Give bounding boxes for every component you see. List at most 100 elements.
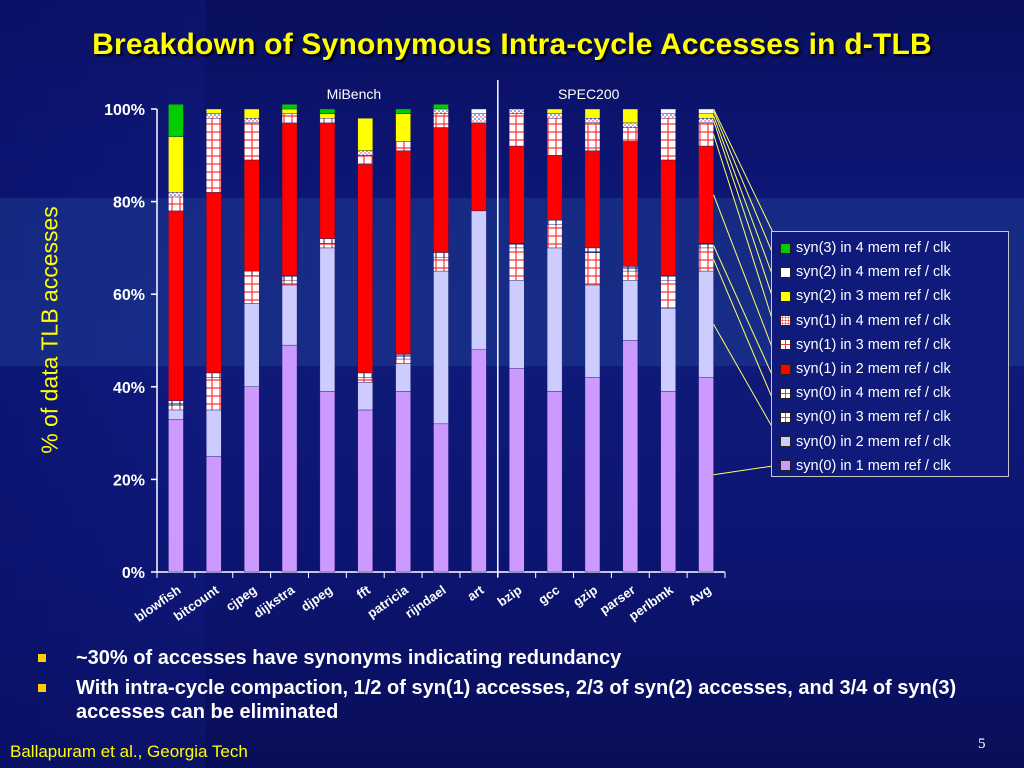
slide-title: Breakdown of Synonymous Intra-cycle Acce… (92, 28, 932, 61)
legend-item: syn(1) in 2 mem ref / clk (780, 357, 1008, 381)
legend-label: syn(1) in 4 mem ref / clk (796, 312, 951, 329)
bar-segment-cjpeg (243, 270, 260, 276)
legend-item: syn(2) in 3 mem ref / clk (780, 284, 1008, 308)
bar-segment-cjpeg (243, 275, 260, 304)
group-label: SPEC200 (558, 86, 620, 102)
bar-segment-gzip (584, 247, 601, 253)
legend-swatch-icon (780, 339, 791, 351)
bar-segment-art (471, 210, 487, 350)
x-tick-label: patricia (364, 582, 411, 621)
leader-line (713, 115, 781, 296)
bar-segment-djpeg (319, 118, 336, 124)
bullet-text: ~30% of accesses have synonyms indicatin… (76, 647, 622, 669)
bar-segment-Avg (698, 247, 714, 272)
bar-segment-djpeg (319, 108, 336, 114)
bar-segment-rijndael (433, 252, 449, 258)
bullet-list: ~30% of accesses have synonyms indicatin… (38, 646, 998, 730)
bar-segment-fft (357, 150, 373, 156)
legend-label: syn(0) in 4 mem ref / clk (796, 385, 951, 402)
bar-segment-perlbmk (660, 280, 676, 309)
bar-segment-djpeg (319, 391, 336, 573)
bar-segment-bzip (509, 247, 525, 281)
legend-label: syn(0) in 2 mem ref / clk (796, 433, 951, 450)
bar-segment-Avg (698, 122, 714, 147)
bar-segment-dijkstra (281, 104, 298, 110)
bar-segment-bzip (509, 280, 525, 369)
bar-segment-fft (357, 409, 373, 573)
bar-segment-dijkstra (281, 122, 298, 276)
bar-segment-blowfish (168, 210, 184, 401)
legend-item: syn(0) in 1 mem ref / clk (780, 454, 1008, 478)
bar-segment-gzip (584, 118, 601, 124)
bar-segment-djpeg (319, 238, 336, 244)
leader-line (713, 134, 781, 345)
bar-segment-cjpeg (243, 122, 260, 161)
bar-segment-blowfish (168, 400, 184, 406)
bar-segment-art (471, 113, 487, 124)
bar-segment-parser (622, 266, 639, 272)
bar-segment-bzip (509, 243, 525, 249)
bullet-item: ~30% of accesses have synonyms indicatin… (38, 646, 998, 670)
bar-segment-patricia (395, 113, 411, 142)
bar-segment-rijndael (433, 423, 449, 573)
y-tick-label: 100% (104, 102, 145, 119)
bar-segment-blowfish (168, 104, 184, 137)
bar-segment-patricia (395, 363, 411, 392)
bar-segment-rijndael (433, 256, 449, 272)
bar-segment-gcc (546, 118, 563, 156)
leader-line (713, 108, 781, 248)
bar-segment-bitcount (206, 118, 222, 193)
legend-swatch-icon (780, 460, 791, 472)
legend-swatch-icon (780, 387, 791, 399)
bar-segment-gzip (584, 377, 601, 573)
x-tick-label: gcc (535, 582, 562, 607)
bar-segment-cjpeg (243, 159, 260, 272)
bullet-square-icon (38, 684, 46, 692)
bar-segment-cjpeg (243, 108, 260, 119)
bar-segment-fft (357, 381, 373, 411)
bar-segment-dijkstra (281, 284, 298, 346)
bar-segment-parser (622, 340, 639, 573)
legend-item: syn(0) in 4 mem ref / clk (780, 381, 1008, 405)
bar-segment-Avg (698, 270, 714, 378)
bar-segment-perlbmk (660, 391, 676, 573)
bar-segment-patricia (395, 150, 411, 355)
bar-segment-perlbmk (660, 307, 676, 392)
bar-segment-dijkstra (281, 108, 298, 114)
bar-segment-bitcount (206, 377, 222, 411)
page-number: 5 (978, 736, 986, 752)
bar-segment-djpeg (319, 243, 336, 249)
bar-segment-Avg (698, 108, 714, 114)
bar-segment-patricia (395, 141, 411, 151)
y-tick-label: 20% (113, 472, 145, 489)
legend-label: syn(1) in 2 mem ref / clk (796, 361, 951, 378)
bar-segment-gzip (584, 150, 601, 249)
x-tick-label: dijkstra (251, 582, 298, 621)
bar-segment-bitcount (206, 108, 222, 114)
bar-segment-bitcount (206, 372, 222, 378)
bar-segment-Avg (698, 145, 714, 244)
bar-segment-blowfish (168, 409, 184, 420)
bar-segment-blowfish (168, 192, 184, 198)
chart-legend: syn(3) in 4 mem ref / clk syn(2) in 4 mem… (771, 231, 1009, 477)
bar-segment-gcc (546, 113, 563, 119)
bar-segment-patricia (395, 108, 411, 114)
bar-segment-perlbmk (660, 113, 676, 119)
bar-segment-blowfish (168, 196, 184, 212)
leader-line (713, 245, 781, 393)
bar-segment-cjpeg (243, 386, 260, 573)
bar-segment-djpeg (319, 113, 336, 119)
leader-line (713, 324, 781, 441)
bar-segment-parser (622, 141, 639, 267)
bullet-text: With intra-cycle compaction, 1/2 of syn(… (76, 677, 957, 723)
bar-segment-parser (622, 270, 639, 281)
bar-segment-dijkstra (281, 344, 298, 573)
x-tick-label: rijndael (402, 582, 448, 621)
bar-segment-gcc (546, 219, 563, 225)
bar-segment-gcc (546, 247, 563, 392)
bar-segment-fft (357, 164, 373, 374)
legend-item: syn(1) in 4 mem ref / clk (780, 309, 1008, 333)
legend-item: syn(3) in 4 mem ref / clk (780, 236, 1008, 260)
leader-line (713, 120, 781, 320)
bar-segment-art (471, 108, 487, 114)
